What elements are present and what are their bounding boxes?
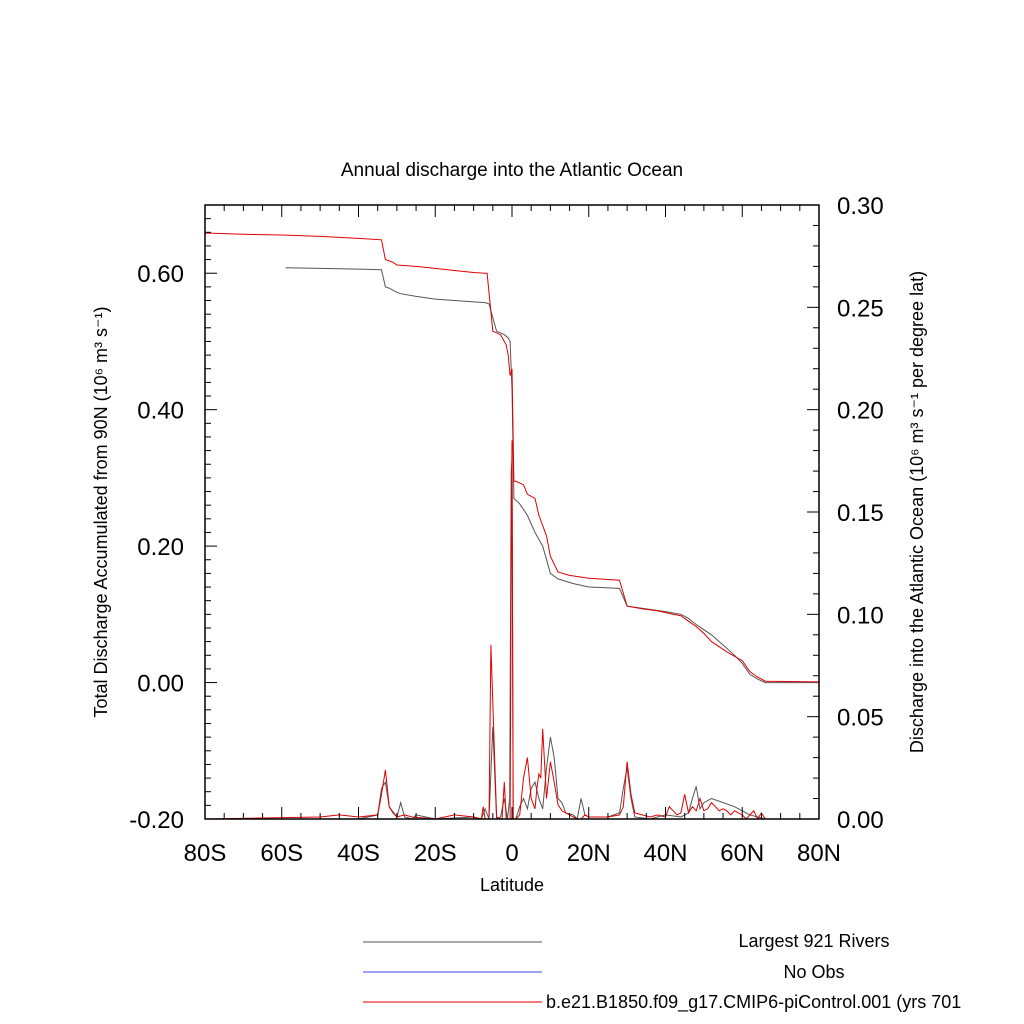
x-tick-label: 60S xyxy=(260,840,303,867)
x-tick-label: 40N xyxy=(643,840,687,867)
y-left-tick-label: 0.20 xyxy=(137,534,184,561)
y-right-tick-label: 0.30 xyxy=(837,193,884,220)
x-tick-label: 40S xyxy=(337,840,380,867)
plot-frame xyxy=(204,204,820,820)
x-tick-label: 60N xyxy=(720,840,764,867)
series-line-2 xyxy=(204,232,820,683)
x-axis-label: Latitude xyxy=(480,875,544,895)
x-tick-label: 80S xyxy=(184,840,227,867)
ticks-layer: 80S 60S 40S 20S 0 20N 40N 60N 80N -0.20 0.00 0.20 0.… xyxy=(129,193,883,867)
legend-label-model: b.e21.B1850.f09_g17.CMIP6-piControl.001 … xyxy=(546,992,961,1013)
series-line-4 xyxy=(204,440,819,821)
y-right-tick-label: 0.05 xyxy=(837,705,884,732)
x-tick-label: 0 xyxy=(505,840,518,867)
y-axis-label-right: Discharge into the Atlantic Ocean (10⁶ m… xyxy=(907,271,927,753)
y-right-tick-label: 0.20 xyxy=(837,398,884,425)
y-left-tick-label: -0.20 xyxy=(129,807,184,834)
x-tick-label: 20S xyxy=(414,840,457,867)
y-left-tick-label: 0.00 xyxy=(137,671,184,698)
legend: Largest 921 Rivers No Obs b.e21.B1850.f0… xyxy=(363,931,961,1013)
legend-label-rivers: Largest 921 Rivers xyxy=(738,931,889,951)
y-right-tick-label: 0.25 xyxy=(837,295,884,322)
legend-label-no-obs: No Obs xyxy=(783,962,844,982)
x-tick-label: 20N xyxy=(567,840,611,867)
y-left-tick-label: 0.60 xyxy=(137,261,184,288)
series-line-0 xyxy=(285,267,819,684)
y-left-tick-label: 0.40 xyxy=(137,398,184,425)
y-right-tick-label: 0.10 xyxy=(837,602,884,629)
y-right-tick-label: 0.00 xyxy=(837,807,884,834)
x-tick-label: 80N xyxy=(797,840,841,867)
y-right-tick-label: 0.15 xyxy=(837,500,884,527)
chart-title: Annual discharge into the Atlantic Ocean xyxy=(341,160,683,181)
y-axis-label-left: Total Discharge Accumulated from 90N (10… xyxy=(91,306,111,717)
series-layer xyxy=(204,232,820,821)
